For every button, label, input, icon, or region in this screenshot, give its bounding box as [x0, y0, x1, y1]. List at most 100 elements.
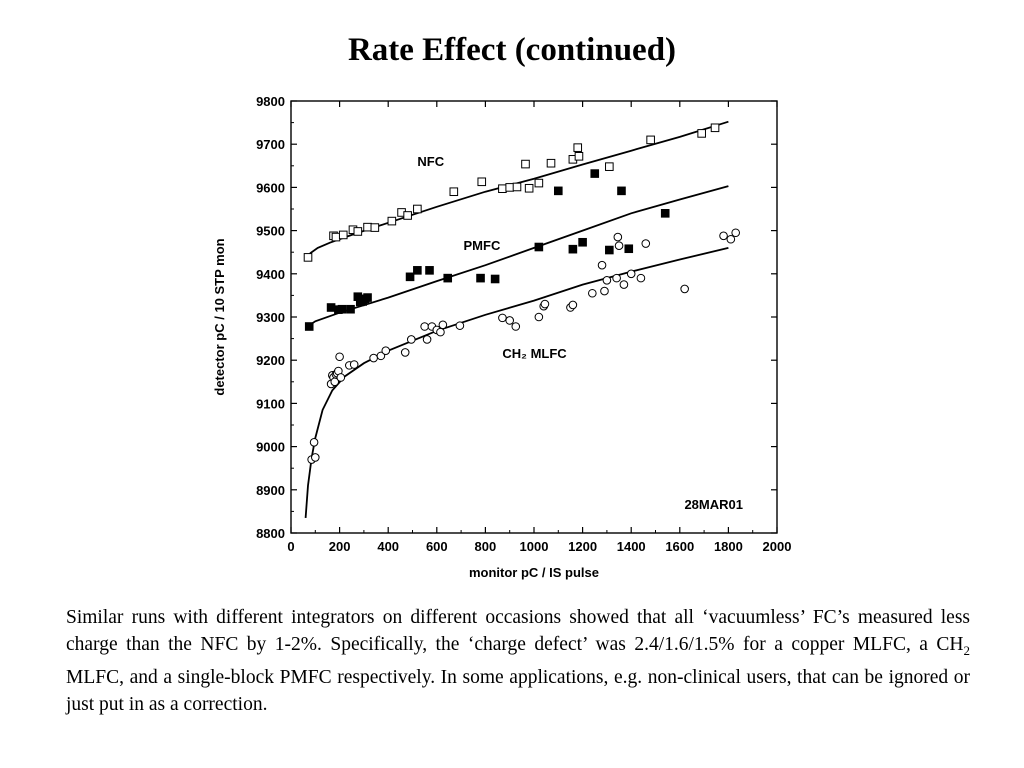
body-text-run: Similar runs with different integrators … — [66, 607, 970, 655]
data-point — [574, 151, 584, 161]
series-label: NFC — [417, 154, 444, 169]
data-point — [626, 269, 636, 279]
slide-title: Rate Effect (continued) — [347, 32, 677, 68]
x-tick-label: 600 — [426, 539, 448, 554]
y-tick-label: 8800 — [256, 526, 285, 541]
data-point — [413, 266, 422, 275]
data-point — [346, 304, 355, 314]
data-point — [617, 186, 626, 196]
data-point — [369, 353, 378, 363]
plot-frame — [290, 100, 778, 534]
data-point — [697, 129, 706, 138]
y-tick-label: 9300 — [256, 310, 285, 325]
series-2: CH₂ MLFC — [304, 228, 740, 518]
slide-body-text: Similar runs with different integrators … — [66, 604, 970, 718]
data-point — [614, 241, 624, 251]
data-point — [443, 273, 453, 283]
data-point — [602, 275, 612, 285]
body-text-run: MLFC, and a single-block PMFC respective… — [66, 666, 970, 715]
data-point — [376, 351, 386, 361]
y-tick-label: 9600 — [256, 180, 285, 195]
data-point — [512, 182, 522, 192]
x-tick-label: 1000 — [520, 539, 549, 554]
data-point — [363, 293, 372, 302]
data-point — [335, 352, 344, 362]
data-point — [613, 232, 623, 242]
data-point — [731, 228, 740, 238]
data-point — [524, 183, 534, 193]
data-point — [477, 177, 487, 187]
data-point — [438, 320, 448, 330]
y-tick-label: 9800 — [256, 94, 285, 109]
data-point — [363, 222, 372, 232]
data-point — [641, 239, 651, 248]
data-point — [337, 304, 347, 314]
x-tick-label: 1400 — [617, 539, 646, 554]
data-point — [534, 312, 544, 322]
fit-curve — [304, 120, 729, 262]
data-point — [612, 273, 621, 283]
x-axis-label: monitor pC / IS pulse — [469, 565, 599, 580]
data-point — [403, 211, 412, 220]
x-tick-label: 1200 — [568, 539, 597, 554]
data-point — [400, 348, 410, 357]
data-point — [554, 186, 563, 196]
y-tick-label: 9700 — [256, 137, 285, 152]
data-point — [605, 162, 614, 171]
x-tick-label: 2000 — [763, 539, 792, 554]
y-tick-label: 9500 — [256, 224, 285, 239]
data-point — [370, 223, 380, 232]
data-point — [505, 316, 515, 325]
data-point — [619, 280, 629, 289]
data-point — [326, 303, 336, 312]
data-point — [726, 234, 736, 244]
data-point — [505, 183, 514, 192]
data-point — [422, 335, 432, 344]
data-point — [573, 143, 583, 152]
data-point — [309, 437, 319, 447]
rate-effect-chart: 0 200 400 600 800 1000 1200 1400 1600 1800 2000 880… — [212, 94, 792, 580]
fit-curve — [304, 247, 729, 518]
data-point — [303, 253, 313, 262]
data-point — [624, 244, 634, 254]
date-stamp: 28MAR01 — [684, 497, 743, 512]
data-point — [521, 159, 530, 169]
data-point — [568, 244, 578, 254]
data-point — [710, 123, 720, 133]
data-point — [381, 346, 391, 355]
x-tick-label: 800 — [475, 539, 497, 554]
data-point — [449, 187, 459, 197]
data-point — [311, 453, 320, 462]
data-point — [331, 232, 341, 242]
data-point — [498, 313, 507, 323]
x-tick-label: 1600 — [665, 539, 694, 554]
x-tick-label: 0 — [287, 539, 294, 554]
y-tick-label: 8900 — [256, 483, 285, 498]
series-label: PMFC — [464, 238, 501, 253]
x-tick-label: 1800 — [714, 539, 743, 554]
y-tick-label: 9400 — [256, 267, 285, 282]
data-point — [578, 237, 587, 247]
y-tick-label: 9000 — [256, 440, 285, 455]
data-point — [597, 260, 607, 270]
series-0: NFC — [303, 120, 729, 262]
data-point — [568, 300, 578, 310]
data-point — [406, 335, 416, 344]
data-point — [498, 184, 507, 193]
data-point — [511, 322, 521, 331]
data-point — [590, 169, 600, 178]
y-tick-label: 9200 — [256, 353, 285, 368]
data-point — [455, 321, 465, 330]
data-point — [719, 231, 728, 241]
data-point — [353, 227, 363, 236]
data-point — [420, 322, 429, 331]
data-point — [600, 286, 609, 296]
subscript-text: 2 — [963, 642, 971, 658]
y-axis-label: detector pC / 10 STP mon — [212, 238, 227, 395]
x-tick-label: 200 — [329, 539, 351, 554]
fit-curve — [305, 185, 729, 329]
data-point — [646, 135, 655, 145]
data-point — [387, 216, 397, 226]
data-point — [546, 158, 556, 168]
data-point — [540, 299, 550, 309]
